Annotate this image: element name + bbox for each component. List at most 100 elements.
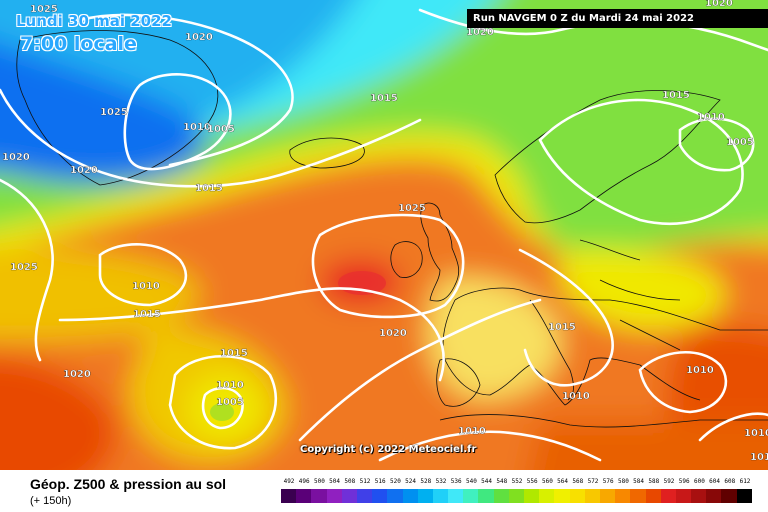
isobar-1010-scandinavia: [538, 98, 744, 226]
legend-label: 588: [648, 478, 660, 485]
continental-europe-outline: [442, 287, 768, 406]
isobar-label-1020-top: 1020: [466, 27, 494, 38]
legend-swatch: [311, 489, 327, 503]
legend-swatch: [463, 489, 479, 503]
isobar-1020-north: [0, 88, 422, 188]
isobar-label-1020-greenland-south: 1020: [70, 165, 98, 176]
isobar-label-1010-africa: 1010: [458, 426, 486, 437]
legend-label: 552: [511, 478, 523, 485]
italy-outline: [529, 299, 574, 401]
isobar-label-1020-top-right: 1020: [705, 0, 733, 9]
isobar-label-1025-west-atlantic: 1025: [10, 262, 38, 273]
legend-label: 556: [526, 478, 538, 485]
weather-map: 1025 1020 1025 1010 1005 1020 1020 1015 …: [0, 0, 768, 470]
legend-swatch: [569, 489, 585, 503]
legend-label: 572: [587, 478, 599, 485]
iceland-outline: [289, 137, 365, 169]
isobar-1020-west-coast: [0, 178, 54, 362]
isobar-1005-azores: [201, 386, 244, 430]
legend-label: 508: [344, 478, 356, 485]
isobar-label-1015-alps: 1015: [548, 322, 576, 333]
geopotential-field: [0, 0, 768, 470]
legend-label: 544: [481, 478, 493, 485]
atlantic-high-core: [338, 271, 386, 295]
isobar-label-1025-greenland: 1025: [100, 107, 128, 118]
forecast-lead-time: (+ 150h): [30, 495, 72, 507]
isobar-label-1010-azores: 1010: [216, 380, 244, 391]
legend-swatch: [645, 489, 661, 503]
legend-label: 568: [572, 478, 584, 485]
model-run-label: Run NAVGEM 0 Z du Mardi 24 mai 2022: [467, 9, 768, 28]
legend-swatch: [615, 489, 631, 503]
legend-label: 576: [602, 478, 614, 485]
legend-swatch: [584, 489, 600, 503]
coastlines: [16, 30, 768, 428]
isobar-label-1010-atlantic-low: 1010: [132, 281, 160, 292]
isobar-1010-east: [698, 412, 768, 442]
legend-swatch: [296, 489, 312, 503]
azores-low-core: [210, 403, 234, 421]
country-borders: [579, 239, 681, 351]
legend-label: 540: [465, 478, 477, 485]
greenland-outline: [16, 30, 219, 186]
legend-label: 536: [450, 478, 462, 485]
isobar-label-1005-greenland: 1005: [207, 124, 235, 135]
isobar-label-1015-atlantic: 1015: [133, 309, 161, 320]
legend-swatch: [736, 489, 752, 503]
legend-label: 560: [541, 478, 553, 485]
isobar-label-1015-iceland: 1015: [370, 93, 398, 104]
legend-label: 608: [724, 478, 736, 485]
legend-swatch: [281, 489, 297, 503]
isobar-1010-greenland: [123, 73, 232, 171]
legend-label: 520: [389, 478, 401, 485]
isobar-1010-balkans: [638, 351, 728, 414]
map-footer: Géop. Z500 & pression au sol (+ 150h) 49…: [0, 470, 768, 512]
legend-swatch: [675, 489, 692, 503]
isobars: [0, 8, 768, 462]
isobar-label-1010-middle-east: 1010: [744, 428, 768, 439]
legend-label: 496: [298, 478, 310, 485]
isobar-labels: 1025 1020 1025 1010 1005 1020 1020 1015 …: [2, 0, 768, 463]
isobar-label-1010-bottom-right: 1010: [750, 452, 768, 463]
isobar-label-1005-azores: 1005: [216, 397, 244, 408]
isobar-1015-alps: [518, 248, 614, 387]
isobar-1025-uk: [311, 213, 465, 319]
great-britain-outline: [420, 202, 460, 302]
isobar-1010-africa: [378, 430, 602, 462]
isobar-1010-azores: [168, 355, 278, 450]
legend-swatch: [402, 489, 418, 503]
legend-swatch: [326, 489, 342, 503]
isobar-1005-finland: [678, 117, 755, 172]
legend-label: 500: [313, 478, 325, 485]
legend-swatch: [432, 489, 449, 503]
legend-label: 604: [709, 478, 721, 485]
forecast-time: 7:00 locale: [20, 33, 137, 55]
legend-labels: 492 496 500 504 508 512 516 520 524 528 532 536 540 5…: [281, 478, 751, 488]
legend-swatch: [630, 489, 646, 503]
north-africa-outline: [439, 414, 768, 428]
isobar-label-1010-mediterranean: 1010: [562, 391, 590, 402]
legend-swatch: [372, 489, 388, 503]
legend-label: 532: [435, 478, 447, 485]
legend-swatch: [508, 489, 524, 503]
legend-swatch: [524, 489, 540, 503]
legend-swatch: [691, 489, 707, 503]
legend-label: 504: [329, 478, 341, 485]
isobar-label-1015-azores: 1015: [220, 348, 248, 359]
legend-label: 584: [633, 478, 645, 485]
legend-label: 512: [359, 478, 371, 485]
legend-swatch: [599, 489, 616, 503]
legend-swatch: [448, 489, 464, 503]
legend-swatch: [387, 489, 403, 503]
legend-label: 564: [557, 478, 569, 485]
color-legend: [281, 489, 752, 503]
isobar-label-1020-southwest: 1020: [63, 369, 91, 380]
isobar-label-1020-west: 1020: [2, 152, 30, 163]
legend-swatch: [554, 489, 570, 503]
legend-label: 524: [405, 478, 417, 485]
isobar-label-1015-north-atlantic: 1015: [195, 183, 223, 194]
copyright-text: Copyright (c) 2022 Meteociel.fr: [300, 444, 477, 455]
isobar-1020-biscay: [298, 298, 542, 442]
legend-label: 600: [693, 478, 705, 485]
